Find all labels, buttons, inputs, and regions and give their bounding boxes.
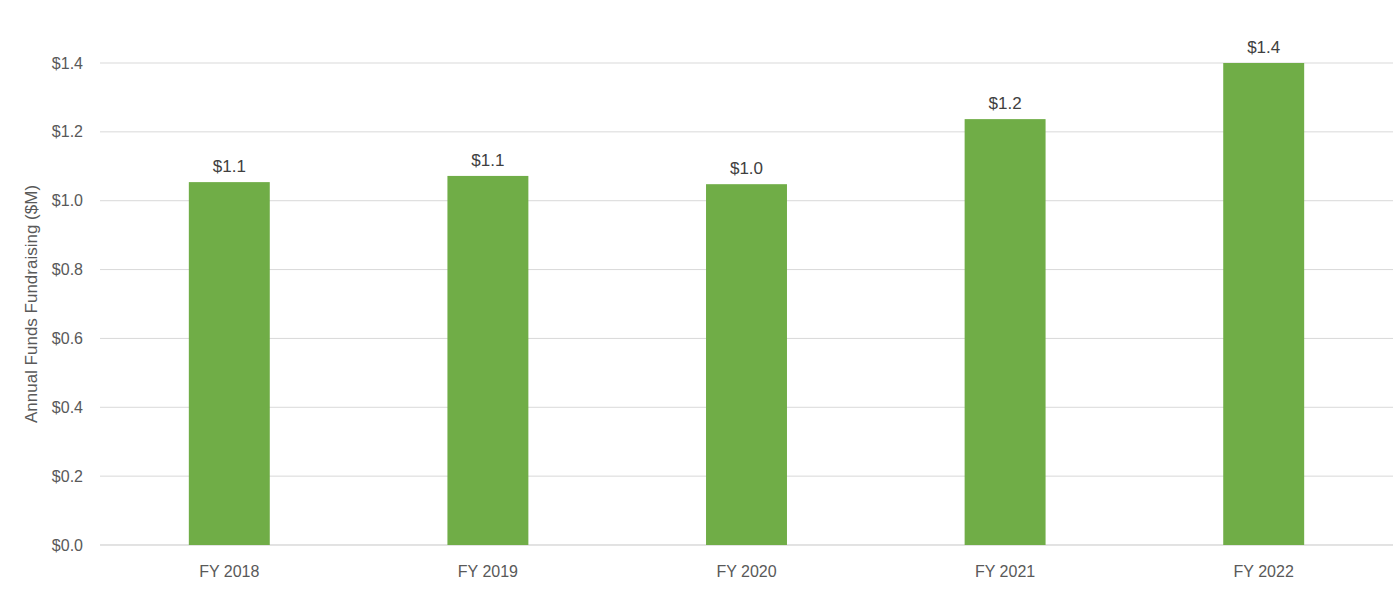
data-label: $1.4 (1247, 38, 1280, 57)
data-label: $1.1 (471, 151, 504, 170)
x-tick-label: FY 2020 (716, 563, 776, 580)
y-axis-title: Annual Funds Fundraising ($M) (22, 185, 41, 423)
y-tick-labels: $0.0 $0.2 $0.4 $0.6 $0.8 $1.0 $1.2 $1.4 (52, 55, 83, 554)
bar (1223, 63, 1304, 545)
data-label: $1.1 (213, 157, 246, 176)
bars (189, 63, 1304, 545)
y-tick-label: $0.0 (52, 537, 83, 554)
bar (706, 184, 787, 545)
y-tick-label: $0.4 (52, 399, 83, 416)
bar (965, 119, 1046, 545)
y-tick-label: $0.2 (52, 468, 83, 485)
chart: $0.0 $0.2 $0.4 $0.6 $0.8 $1.0 $1.2 $1.4 Annual F… (0, 0, 1399, 590)
y-tick-label: $1.4 (52, 55, 83, 72)
bar (447, 176, 528, 545)
x-tick-labels: FY 2018 FY 2019 FY 2020 FY 2021 FY 2022 (199, 563, 1294, 580)
y-tick-label: $0.8 (52, 261, 83, 278)
y-tick-label: $1.0 (52, 192, 83, 209)
y-tick-label: $0.6 (52, 330, 83, 347)
data-label: $1.2 (989, 94, 1022, 113)
bar (189, 182, 270, 545)
x-tick-label: FY 2022 (1234, 563, 1294, 580)
data-label: $1.0 (730, 159, 763, 178)
grid (100, 63, 1393, 545)
x-tick-label: FY 2019 (458, 563, 518, 580)
x-tick-label: FY 2018 (199, 563, 259, 580)
grid-line (100, 63, 1393, 64)
x-tick-label: FY 2021 (975, 563, 1035, 580)
chart-container: $0.0 $0.2 $0.4 $0.6 $0.8 $1.0 $1.2 $1.4 Annual F… (0, 0, 1399, 590)
grid-line (100, 131, 1393, 132)
y-tick-label: $1.2 (52, 123, 83, 140)
data-labels: $1.1 $1.1 $1.0 $1.2 $1.4 (213, 38, 1280, 178)
